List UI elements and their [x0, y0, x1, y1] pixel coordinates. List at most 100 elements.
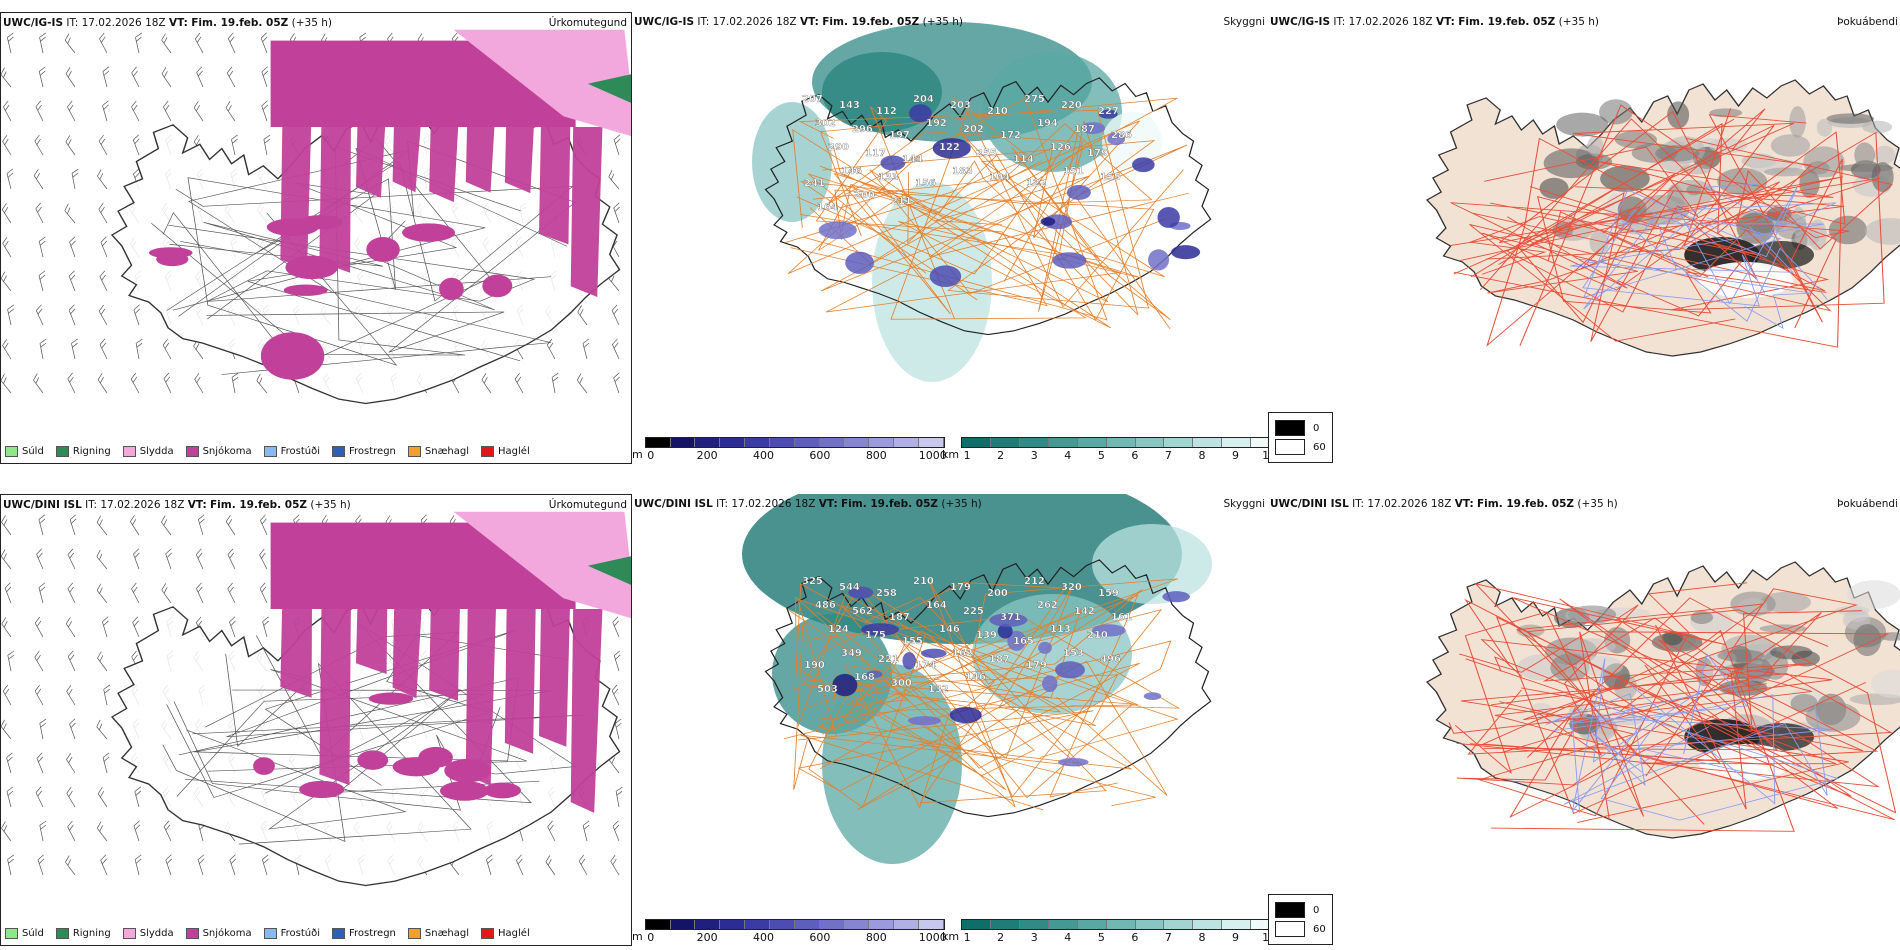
- wind-barb: [6, 32, 14, 54]
- legend-label: Frostúði: [280, 928, 320, 939]
- cloud-base-label: 139: [976, 630, 997, 641]
- river-line: [1553, 682, 1776, 805]
- cloud-base-label: 187: [1074, 124, 1095, 135]
- cloud-base-area: [818, 221, 857, 240]
- wind-barb: [481, 373, 492, 394]
- road-line: [1448, 610, 1862, 734]
- legend-swatch: [407, 446, 421, 457]
- fog-area: [1871, 162, 1894, 192]
- wind-barb: [577, 305, 588, 326]
- cloud-base-area: [1007, 630, 1026, 651]
- river-line: [1590, 709, 1643, 773]
- colorbar-tick: 8: [1198, 449, 1206, 462]
- wind-barb: [39, 338, 47, 360]
- colorbar-tick: 8: [1198, 931, 1206, 944]
- snow-area: [283, 284, 328, 296]
- cloud-base-label: 144: [902, 154, 923, 165]
- wind-barb: [131, 100, 140, 122]
- snow-area: [439, 781, 489, 801]
- wind-barb: [99, 338, 108, 360]
- wind-barb: [39, 820, 47, 842]
- wind-barb: [486, 854, 493, 876]
- legend-swatch: [332, 928, 345, 939]
- cloud-base-label: 194: [1037, 118, 1058, 129]
- wind-barb: [161, 33, 172, 54]
- wind-barb: [6, 752, 13, 774]
- wind-barb: [96, 583, 108, 604]
- wind-barb: [2, 684, 12, 706]
- colorbar-tick: 5: [1097, 449, 1105, 462]
- snow-area: [368, 692, 414, 705]
- visibility-area: [1102, 112, 1162, 172]
- cloud-base-area: [1148, 249, 1170, 271]
- wind-barb: [65, 855, 76, 876]
- cloud-base-label: 113: [1050, 624, 1071, 635]
- fog-area: [1854, 142, 1875, 168]
- colorbar-cell: [1077, 920, 1107, 929]
- cloud-base-area: [1058, 757, 1089, 767]
- wind-barb: [97, 169, 108, 190]
- wind-barb: [34, 684, 44, 706]
- wind-barb: [34, 616, 44, 638]
- wind-barb: [259, 548, 268, 570]
- fog-area: [1805, 701, 1861, 732]
- colorbar-m: m 0 200 400 600 800 1000: [632, 437, 947, 462]
- colorbar-cell: [844, 438, 870, 447]
- colorbar-cell: [1251, 920, 1268, 929]
- cloud-base-area: [861, 623, 899, 636]
- wind-barb: [67, 548, 76, 570]
- wind-barb: [35, 202, 44, 224]
- road-line: [800, 147, 1171, 320]
- river-line: [1571, 658, 1703, 812]
- wind-barb: [613, 134, 621, 156]
- panel-header: UWC/DINI ISL IT: 17.02.2026 18Z VT: Fim.…: [1270, 498, 1618, 510]
- wind-barb: [98, 304, 108, 326]
- wind-barb: [102, 100, 109, 122]
- wind-barb: [96, 719, 108, 740]
- cloud-legend-item: 0: [1275, 420, 1326, 436]
- wind-barb: [39, 32, 46, 54]
- colorbar-cell: [1222, 920, 1252, 929]
- cloud-base-area: [1143, 692, 1162, 700]
- wind-barb: [231, 372, 239, 394]
- road-line: [1494, 598, 1852, 809]
- iceland-outline: [764, 77, 1212, 336]
- legend-item: Rigning: [55, 446, 111, 457]
- cloud-base-label: 151: [1063, 166, 1084, 177]
- cloud-base-label: 227: [1098, 106, 1119, 117]
- wind-barb: [66, 684, 76, 706]
- colorbar-cell: [1135, 438, 1165, 447]
- wind-barb: [130, 372, 140, 394]
- wind-barb: [71, 338, 78, 360]
- panel-header: UWC/IG-IS IT: 17.02.2026 18Z VT: Fim. 19…: [3, 17, 332, 29]
- legend-swatch: [185, 446, 199, 457]
- fog-area: [1576, 655, 1624, 677]
- fog-area: [1717, 649, 1765, 662]
- fog-area: [1846, 607, 1869, 623]
- cloud-base-panel-1: UWC/IG-IS IT: 17.02.2026 18Z VT: Fim. 19…: [632, 12, 1268, 464]
- colorbar-tick: 7: [1164, 449, 1172, 462]
- cloud-base-label: 562: [852, 606, 873, 617]
- wind-barb: [231, 134, 238, 156]
- cloud-base-label: 174: [915, 660, 936, 671]
- cloud-legend-item: 60: [1275, 921, 1326, 937]
- legend-label: Snjókoma: [202, 928, 252, 939]
- cloud-cover-map: [1425, 79, 1900, 357]
- wind-barb: [227, 582, 236, 604]
- cloud-cover-panel-1: UWC/IG-IS IT: 17.02.2026 18Z VT: Fim. 19…: [1268, 12, 1900, 464]
- wind-barb: [4, 582, 12, 604]
- colorbar-cell: [962, 920, 991, 929]
- colorbar-cell: [1193, 920, 1223, 929]
- road-line: [783, 605, 1179, 769]
- wind-barb: [2, 338, 12, 360]
- legend-label: Snæhagl: [424, 928, 470, 939]
- fog-area: [1791, 650, 1820, 667]
- cloud-base-map: 325 544 258 210 179 200 212 320 159 486 562 187 164 2…: [742, 494, 1212, 864]
- colorbar-unit: km: [942, 448, 960, 461]
- cloud-base-label: 164: [926, 600, 947, 611]
- cloud-legend-label: 60: [1313, 923, 1326, 935]
- wind-barb: [613, 372, 620, 394]
- wind-barb: [39, 718, 47, 740]
- wind-barb: [1, 549, 12, 570]
- cloud-base-area: [1055, 661, 1085, 679]
